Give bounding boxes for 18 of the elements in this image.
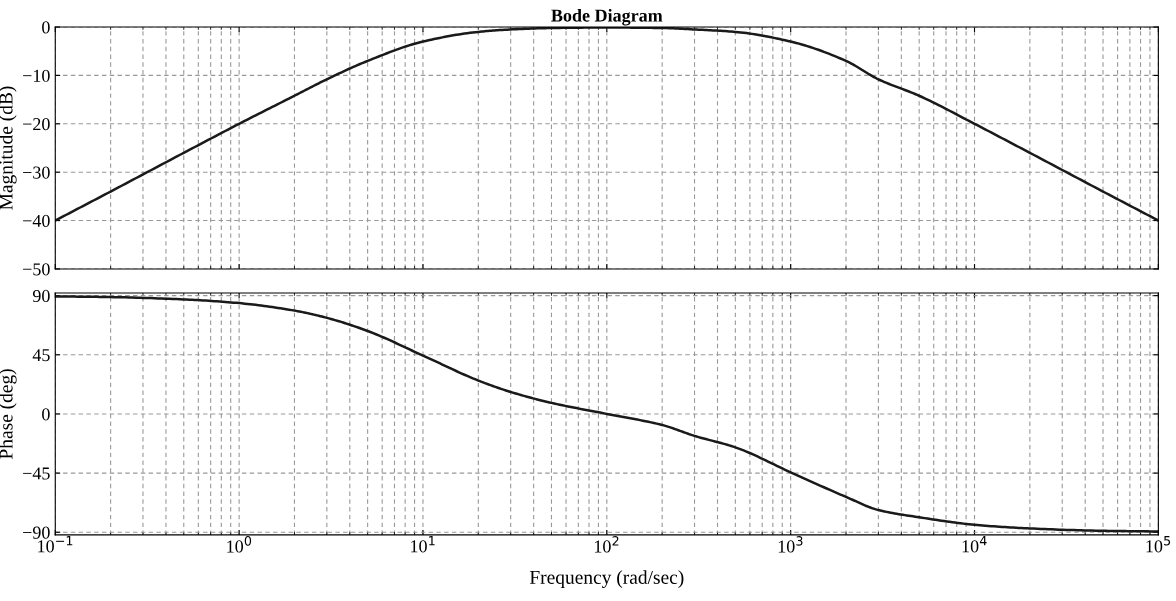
y-tick-label: −40: [23, 214, 50, 228]
y-tick-label: −50: [23, 263, 50, 276]
x-tick-label: 10$^{0}$: [227, 536, 252, 553]
y-tick-label: 45: [32, 349, 50, 362]
y-tick-label: 90: [32, 289, 50, 303]
x-tick-label: 10$^{5}$: [1146, 536, 1171, 553]
y-tick-label: −30: [23, 166, 50, 179]
y-tick-label: 0: [42, 21, 50, 34]
y-tick-label: 0: [42, 408, 50, 421]
y-tick-label: −10: [23, 69, 50, 82]
x-tick-label: 10$^{2}$: [594, 536, 619, 553]
y-tick-label: −45: [23, 467, 50, 480]
x-tick-label: 10$^{3}$: [778, 536, 803, 553]
y-tick-label: −20: [23, 118, 50, 131]
x-tick-label: 10$^{1}$: [411, 536, 435, 553]
x-tick-label: 10$^{4}$: [962, 536, 987, 553]
x-axis-title: Frequency (rad/sec): [529, 570, 684, 588]
chart-title: Bode Diagram: [551, 8, 663, 26]
